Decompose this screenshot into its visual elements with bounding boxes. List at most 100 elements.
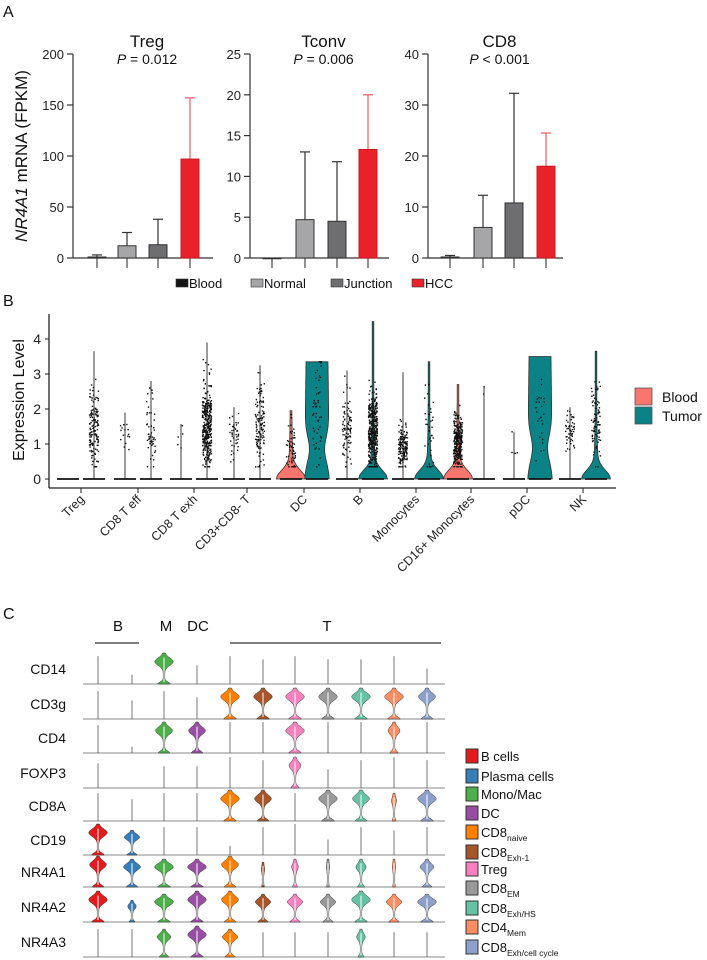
data-point (375, 430, 377, 432)
data-point (202, 454, 205, 456)
data-point (371, 448, 373, 451)
legend-swatch (411, 278, 425, 288)
data-point (376, 419, 378, 421)
bar-junction (327, 220, 347, 259)
data-point (314, 372, 317, 374)
data-point (89, 450, 91, 452)
data-point (370, 436, 372, 439)
data-point (368, 428, 371, 430)
data-point (206, 420, 208, 423)
data-point (400, 438, 402, 440)
data-point (257, 421, 260, 423)
data-point (374, 413, 377, 416)
legend-item-blood: Blood (175, 276, 222, 291)
data-point (371, 440, 374, 442)
y-tick-label: 4 (33, 331, 41, 347)
legend-item-dc: DC (465, 805, 500, 821)
bar-blood (440, 256, 460, 259)
data-point (210, 411, 212, 413)
data-point (208, 427, 211, 430)
data-point (405, 422, 407, 424)
data-point (343, 425, 346, 427)
data-point (375, 458, 377, 460)
data-point (348, 407, 350, 410)
data-point (312, 414, 314, 416)
data-point (149, 387, 151, 389)
data-point (206, 466, 208, 468)
data-point (318, 416, 321, 419)
data-point (207, 406, 209, 408)
data-point (375, 451, 377, 453)
data-point (457, 466, 459, 468)
data-point (516, 452, 518, 454)
data-point (290, 417, 293, 419)
data-point (210, 428, 212, 430)
data-point (288, 460, 291, 463)
data-point (207, 426, 209, 428)
data-point (348, 421, 350, 423)
data-point (285, 444, 288, 446)
data-point (256, 387, 258, 390)
data-point (260, 393, 262, 395)
data-point (375, 455, 377, 457)
data-point (374, 420, 376, 423)
data-point (209, 385, 211, 387)
data-point (540, 397, 542, 399)
data-point (207, 436, 209, 438)
data-point (367, 451, 370, 453)
data-point (459, 426, 461, 428)
data-point (541, 423, 544, 425)
data-point (401, 466, 403, 468)
data-point (127, 433, 130, 436)
data-point (404, 434, 406, 437)
bar-hcc (180, 158, 200, 259)
data-point (348, 417, 351, 420)
data-point (344, 418, 346, 420)
data-point (95, 378, 97, 381)
data-point (375, 393, 377, 395)
data-point (371, 434, 373, 436)
p-value-text: = 0.006 (303, 51, 354, 67)
data-point (256, 443, 258, 445)
data-point (202, 425, 205, 428)
data-point (349, 428, 351, 431)
data-point (202, 432, 204, 434)
data-point (150, 440, 153, 442)
data-point (368, 412, 370, 414)
data-point (210, 408, 212, 410)
data-point (539, 436, 541, 438)
data-point (406, 448, 408, 450)
data-point (90, 411, 93, 414)
data-point (535, 407, 537, 409)
data-point (402, 436, 405, 438)
data-point (373, 427, 376, 430)
data-point (95, 408, 97, 410)
data-point (343, 412, 345, 414)
data-point (428, 413, 430, 416)
data-point (349, 427, 352, 429)
data-point (459, 448, 462, 450)
data-point (373, 438, 376, 440)
data-point (209, 426, 212, 428)
data-point (208, 435, 210, 438)
data-point (376, 424, 378, 426)
data-point (429, 437, 431, 439)
data-point (290, 424, 292, 426)
data-point (91, 420, 93, 422)
data-point (571, 434, 573, 436)
data-point (206, 450, 208, 452)
data-point (458, 442, 460, 444)
violin-tumor (83, 351, 105, 480)
data-point (235, 442, 237, 445)
data-point (97, 390, 100, 392)
legend-label: Junction (344, 276, 392, 291)
data-point (455, 459, 457, 461)
data-point (376, 407, 378, 409)
data-point (229, 423, 231, 426)
data-point (593, 419, 596, 422)
data-point (150, 434, 152, 436)
data-point (406, 458, 408, 461)
data-point (565, 424, 567, 427)
data-point (538, 401, 540, 403)
